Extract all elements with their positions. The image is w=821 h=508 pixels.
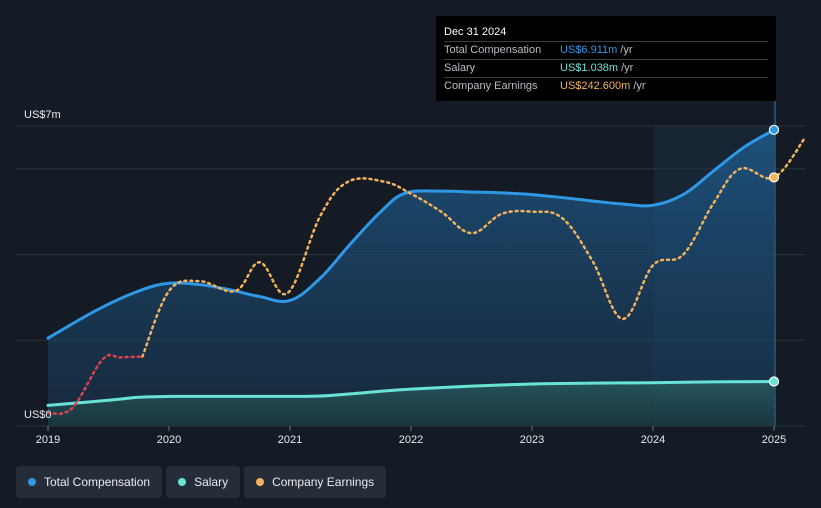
series-endpoints <box>768 124 780 387</box>
x-tick-label: 2022 <box>399 434 423 446</box>
tooltip-row-salary: Salary US$1.038m /yr <box>444 60 768 78</box>
dot-icon <box>28 478 36 486</box>
salary-line <box>46 380 776 407</box>
tooltip: Dec 31 2024 Total Compensation US$6.911m… <box>436 16 776 101</box>
y-tick-label: US$0 <box>24 409 52 421</box>
legend: Total Compensation Salary Company Earnin… <box>16 466 387 498</box>
tooltip-row-company-earnings: Company Earnings US$242.600m /yr <box>444 78 768 95</box>
legend-label: Total Compensation <box>44 475 151 489</box>
company-earnings-line-low <box>46 353 144 416</box>
legend-item-salary[interactable]: Salary <box>166 466 241 498</box>
dot-icon <box>178 478 187 486</box>
x-tick-label: 2025 <box>762 434 786 446</box>
tooltip-label: Company Earnings <box>444 80 538 92</box>
series-lines <box>46 128 806 416</box>
legend-item-total-compensation[interactable]: Total Compensation <box>16 466 163 498</box>
salary-point <box>768 376 780 387</box>
legend-label: Salary <box>194 475 229 489</box>
tooltip-label: Total Compensation <box>444 44 542 56</box>
tooltip-value: US$242.600m <box>560 80 631 92</box>
tooltip-date: Dec 31 2024 <box>444 24 768 42</box>
salary-area <box>48 381 774 426</box>
dot-icon <box>256 478 265 486</box>
x-tick-label: 2020 <box>157 434 181 446</box>
total-compensation-area <box>48 129 774 426</box>
tooltip-unit: /yr <box>620 44 633 56</box>
y-axis: US$7m US$0 <box>24 109 61 421</box>
company-earnings-line <box>141 137 806 358</box>
tooltip-unit: /yr <box>621 62 634 74</box>
series-areas <box>48 129 774 426</box>
tooltip-value: US$1.038m <box>560 62 619 74</box>
x-tick-label: 2019 <box>36 434 60 446</box>
company-earnings-point <box>768 172 780 183</box>
total-compensation-line <box>46 128 776 340</box>
legend-item-company-earnings[interactable]: Company Earnings <box>244 466 387 498</box>
tooltip-label: Salary <box>444 62 476 74</box>
x-tick-label: 2021 <box>278 434 302 446</box>
x-tick-label: 2024 <box>641 434 665 446</box>
total-compensation-point <box>768 124 780 135</box>
tooltip-value: US$6.911m <box>560 44 618 56</box>
y-tick-label: US$7m <box>24 109 61 121</box>
x-tick-label: 2023 <box>520 434 544 446</box>
x-axis: 2019 2020 2021 2022 2023 2024 2025 <box>36 426 786 446</box>
legend-label: Company Earnings <box>272 475 375 489</box>
tooltip-unit: /yr <box>633 80 646 92</box>
tooltip-row-total-compensation: Total Compensation US$6.911m /yr <box>444 42 768 60</box>
